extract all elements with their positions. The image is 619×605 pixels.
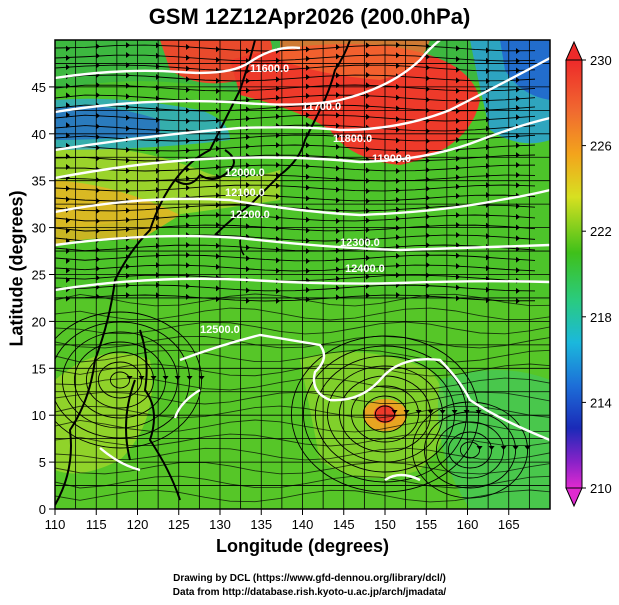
x-tick-label: 155 [415, 517, 437, 532]
x-tick-label: 130 [209, 517, 231, 532]
contour-label: 12400.0 [345, 263, 385, 275]
x-tick-label: 140 [292, 517, 314, 532]
contour-label: 12500.0 [200, 324, 240, 336]
contour-label: 11800.0 [333, 133, 372, 145]
colorbar-tick-label: 230 [590, 53, 612, 68]
colorbar-tick-label: 218 [590, 310, 612, 325]
y-tick-label: 35 [32, 174, 46, 189]
y-axis-ticks: 0 5 10 15 20 25 30 35 40 45 [32, 80, 55, 517]
contour-label: 12200.0 [230, 209, 270, 221]
x-tick-label: 165 [498, 517, 520, 532]
y-axis-label: Latitude (degrees) [6, 190, 27, 347]
y-tick-label: 10 [32, 408, 46, 423]
contour-labels: 11600.0 11700.0 11800.0 11900.0 12000.0 … [200, 63, 411, 336]
colorbar-tick-label: 214 [590, 395, 612, 410]
colorbar: 230 226 222 218 214 210 [565, 40, 612, 508]
contour-label: 11900.0 [372, 153, 411, 165]
colorbar-tick-label: 222 [590, 224, 612, 239]
x-axis-ticks: 110 115 120 125 130 135 140 145 150 155 160 165 [45, 509, 520, 532]
y-tick-label: 45 [32, 80, 46, 95]
x-tick-label: 150 [374, 517, 396, 532]
y-tick-label: 15 [32, 361, 46, 376]
contour-label: 11600.0 [250, 63, 289, 75]
x-axis-label: Longitude (degrees) [215, 536, 389, 556]
colorbar-tick-label: 226 [590, 139, 612, 154]
contour-label: 12300.0 [340, 237, 380, 249]
colorbar-tick-label: 210 [590, 481, 612, 496]
y-tick-label: 25 [32, 268, 46, 283]
credit-drawing: Drawing by DCL (https://www.gfd-dennou.o… [173, 573, 446, 584]
grid [55, 40, 550, 509]
x-tick-label: 110 [45, 517, 66, 532]
y-tick-label: 40 [32, 127, 46, 142]
x-tick-label: 125 [168, 517, 190, 532]
x-tick-label: 135 [250, 517, 272, 532]
y-tick-label: 5 [39, 455, 46, 470]
credit-data: Data from http://database.rish.kyoto-u.a… [172, 587, 447, 598]
contour-label: 12000.0 [225, 167, 265, 179]
contour-label: 11700.0 [302, 101, 341, 113]
height-contours [55, 40, 550, 482]
x-tick-label: 160 [457, 517, 479, 532]
y-tick-label: 30 [32, 221, 46, 236]
contour-label: 12100.0 [225, 187, 265, 199]
x-tick-label: 145 [333, 517, 355, 532]
y-tick-label: 0 [39, 502, 46, 517]
x-tick-label: 115 [86, 517, 107, 532]
map-title: GSM 12Z12Apr2026 (200.0hPa) [148, 4, 471, 29]
y-tick-label: 20 [32, 314, 46, 329]
x-tick-label: 120 [127, 517, 149, 532]
